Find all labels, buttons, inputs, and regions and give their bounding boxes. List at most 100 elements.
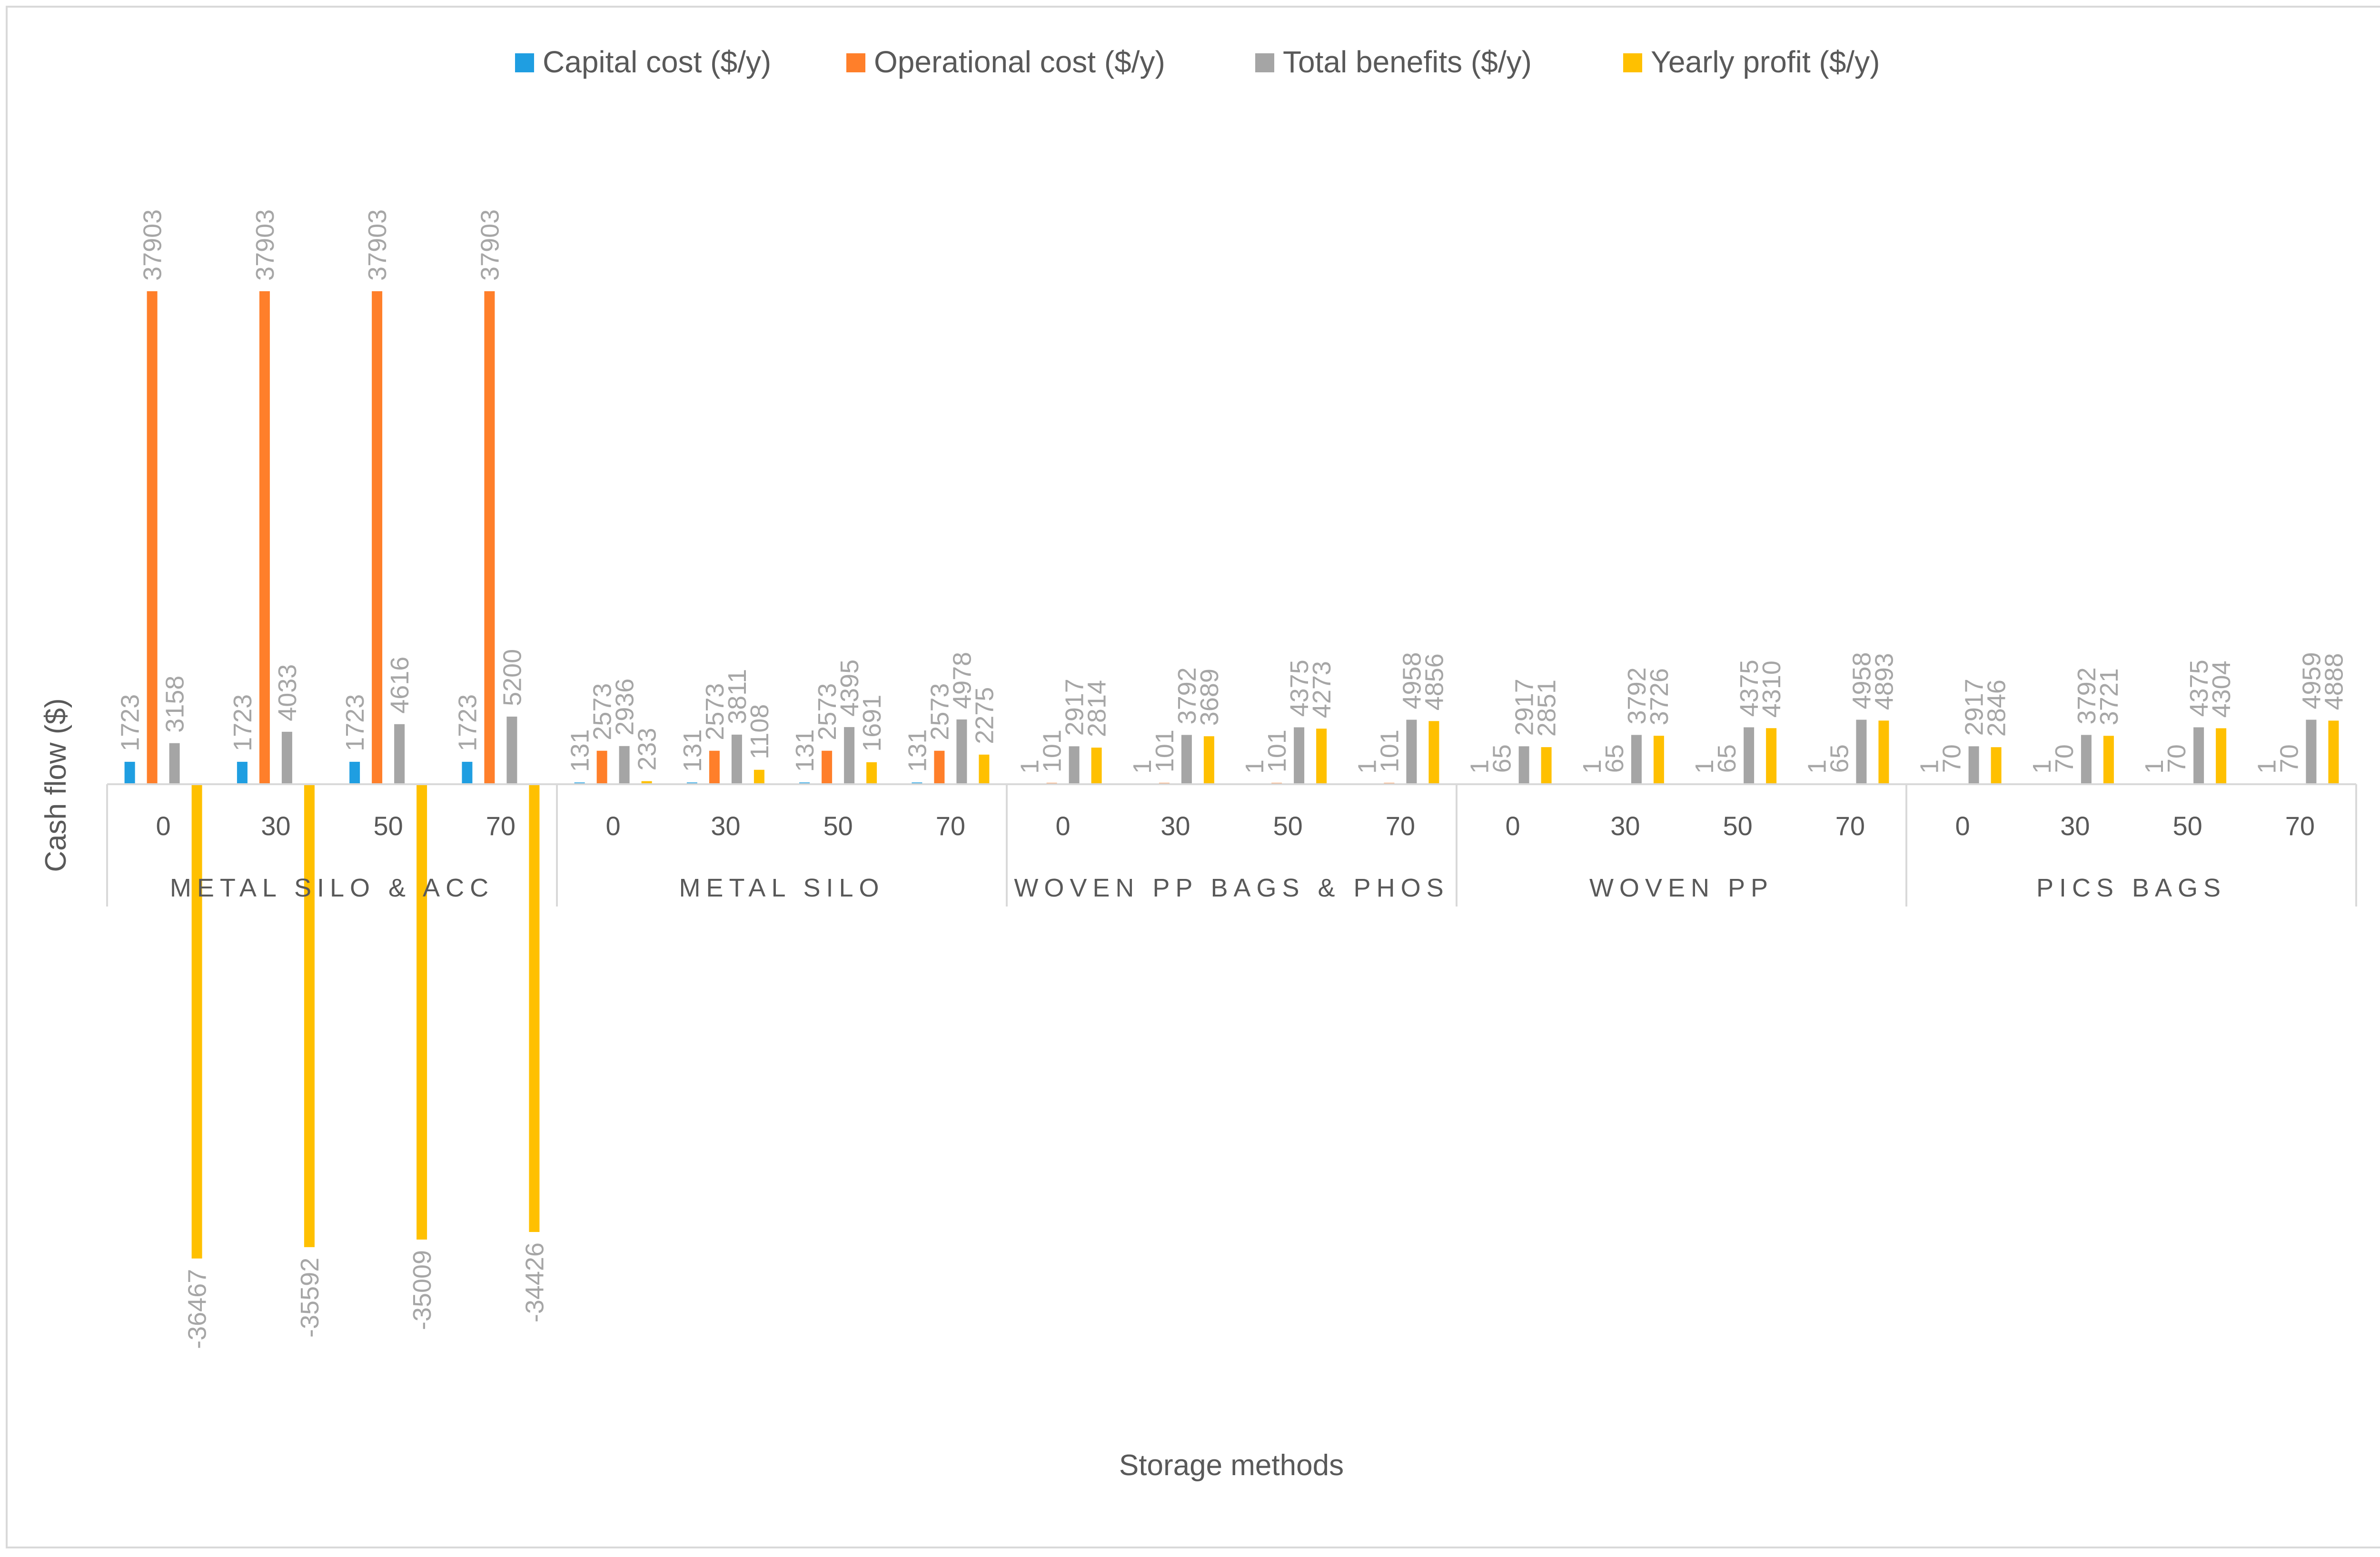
bar-total-benefits-y-1-50 <box>844 727 855 784</box>
data-label: 4395 <box>835 660 864 717</box>
bar-yearly-profit-y-2-70 <box>1428 721 1439 784</box>
data-label: 2917 <box>1510 679 1539 736</box>
data-label: -34426 <box>520 1242 549 1322</box>
bar-yearly-profit-y-4-0 <box>1991 747 2002 784</box>
data-label: 2573 <box>813 683 842 740</box>
data-label: 2275 <box>970 687 999 744</box>
data-label: 3158 <box>161 676 189 733</box>
data-label: 233 <box>633 728 662 770</box>
bar-operational-cost-y-0-0 <box>147 291 158 784</box>
bar-capital-cost-y-0-70 <box>462 761 473 784</box>
data-label: 2573 <box>925 683 954 740</box>
x-group-label: PICS BAGS <box>2036 874 2226 902</box>
bar-yearly-profit-y-4-30 <box>2103 736 2114 784</box>
data-label: 70 <box>1938 744 1966 773</box>
bar-operational-cost-y-1-0 <box>596 750 607 784</box>
data-label: 5200 <box>498 649 526 706</box>
bar-total-benefits-y-4-70 <box>2306 719 2317 784</box>
x-tick-label: 50 <box>1273 811 1302 841</box>
x-tick-label: 30 <box>261 811 290 841</box>
x-tick-label: 0 <box>1056 811 1071 841</box>
legend-item-total-benefits-y: Total benefits ($/y) <box>1255 45 1532 79</box>
data-label: 3792 <box>1173 667 1201 724</box>
data-label: 3726 <box>1645 668 1674 725</box>
x-tick-label: 0 <box>156 811 171 841</box>
data-label: 65 <box>1488 744 1517 773</box>
bar-total-benefits-y-0-70 <box>506 716 517 784</box>
data-label: 65 <box>1600 744 1629 773</box>
x-tick-label: 30 <box>2060 811 2090 841</box>
data-label: 1 <box>1353 759 1381 774</box>
bar-total-benefits-y-1-30 <box>731 734 742 784</box>
bar-total-benefits-y-2-70 <box>1406 719 1417 784</box>
bar-yearly-profit-y-0-30 <box>304 784 315 1247</box>
bar-operational-cost-y-0-70 <box>484 291 495 784</box>
data-label: 65 <box>1825 744 1854 773</box>
bar-yearly-profit-y-2-30 <box>1203 736 1214 784</box>
bar-total-benefits-y-3-50 <box>1744 727 1755 784</box>
data-label: 1 <box>2252 759 2281 774</box>
data-label: 131 <box>678 729 707 772</box>
x-tick-label: 70 <box>1835 811 1865 841</box>
data-label: 4375 <box>1285 660 1314 717</box>
data-label: 2573 <box>588 683 617 740</box>
data-label: 4959 <box>2297 652 2326 709</box>
legend-swatch <box>515 53 534 72</box>
data-label: 4893 <box>1870 653 1898 710</box>
bars-layer <box>124 291 2339 1259</box>
x-tick-label: 50 <box>2172 811 2202 841</box>
data-label: 131 <box>903 729 932 772</box>
x-group-label: WOVEN PP <box>1589 874 1774 902</box>
data-label: 131 <box>566 729 595 772</box>
bar-yearly-profit-y-4-70 <box>2328 720 2339 784</box>
data-labels-layer: 1723379033158-364671723379034033-3559217… <box>116 209 2349 1349</box>
bar-capital-cost-y-0-30 <box>237 761 248 784</box>
legend-swatch <box>1255 53 1274 72</box>
bar-operational-cost-y-1-50 <box>822 750 833 784</box>
x-tick-label: 30 <box>1610 811 1640 841</box>
bar-yearly-profit-y-1-50 <box>866 762 877 784</box>
bar-operational-cost-y-0-30 <box>259 291 270 784</box>
legend: Capital cost ($/y) Operational cost ($/y)… <box>515 45 1880 79</box>
bar-total-benefits-y-2-30 <box>1181 735 1192 784</box>
data-label: 4888 <box>2320 653 2348 710</box>
legend-label: Yearly profit ($/y) <box>1651 45 1880 79</box>
bar-total-benefits-y-1-70 <box>956 719 967 784</box>
data-label: 1 <box>1690 759 1719 774</box>
data-label: 65 <box>1713 744 1741 773</box>
bar-yearly-profit-y-0-50 <box>416 784 427 1240</box>
bar-capital-cost-y-0-0 <box>124 761 135 784</box>
data-label: 4856 <box>1420 653 1448 710</box>
data-label: 1 <box>1466 759 1494 774</box>
data-label: 1723 <box>453 694 482 751</box>
x-tick-label: 0 <box>606 811 621 841</box>
data-label: 3721 <box>2095 668 2123 725</box>
data-label: 1723 <box>228 694 257 751</box>
data-label: 70 <box>2050 744 2079 773</box>
bar-total-benefits-y-4-50 <box>2193 727 2204 784</box>
data-label: 1691 <box>858 695 886 752</box>
data-label: 1 <box>2140 759 2169 774</box>
data-label: 70 <box>2275 744 2303 773</box>
data-label: 2573 <box>701 683 729 740</box>
bar-yearly-profit-y-3-70 <box>1878 720 1889 784</box>
data-label: 3792 <box>1623 667 1651 724</box>
data-label: 1 <box>1578 759 1606 774</box>
chart-border <box>6 6 2380 1548</box>
x-tick-label: 30 <box>1160 811 1190 841</box>
data-label: 4304 <box>2207 660 2236 718</box>
legend-item-operational-cost-y: Operational cost ($/y) <box>846 45 1165 79</box>
legend-swatch <box>1623 53 1642 72</box>
x-tick-label: 70 <box>486 811 516 841</box>
bar-capital-cost-y-0-50 <box>349 761 360 784</box>
x-axis: 0 30 50 70 METAL SILO & ACC 0 30 50 70 METAL SILO… <box>106 783 2357 907</box>
data-label: -36467 <box>183 1269 212 1349</box>
bar-total-benefits-y-4-0 <box>1968 746 1979 784</box>
bar-total-benefits-y-3-0 <box>1518 746 1529 784</box>
legend-item-capital-cost-y: Capital cost ($/y) <box>515 45 771 79</box>
data-label: 4958 <box>1398 652 1426 709</box>
data-label: 1 <box>1016 759 1044 774</box>
bar-total-benefits-y-0-30 <box>281 731 292 784</box>
